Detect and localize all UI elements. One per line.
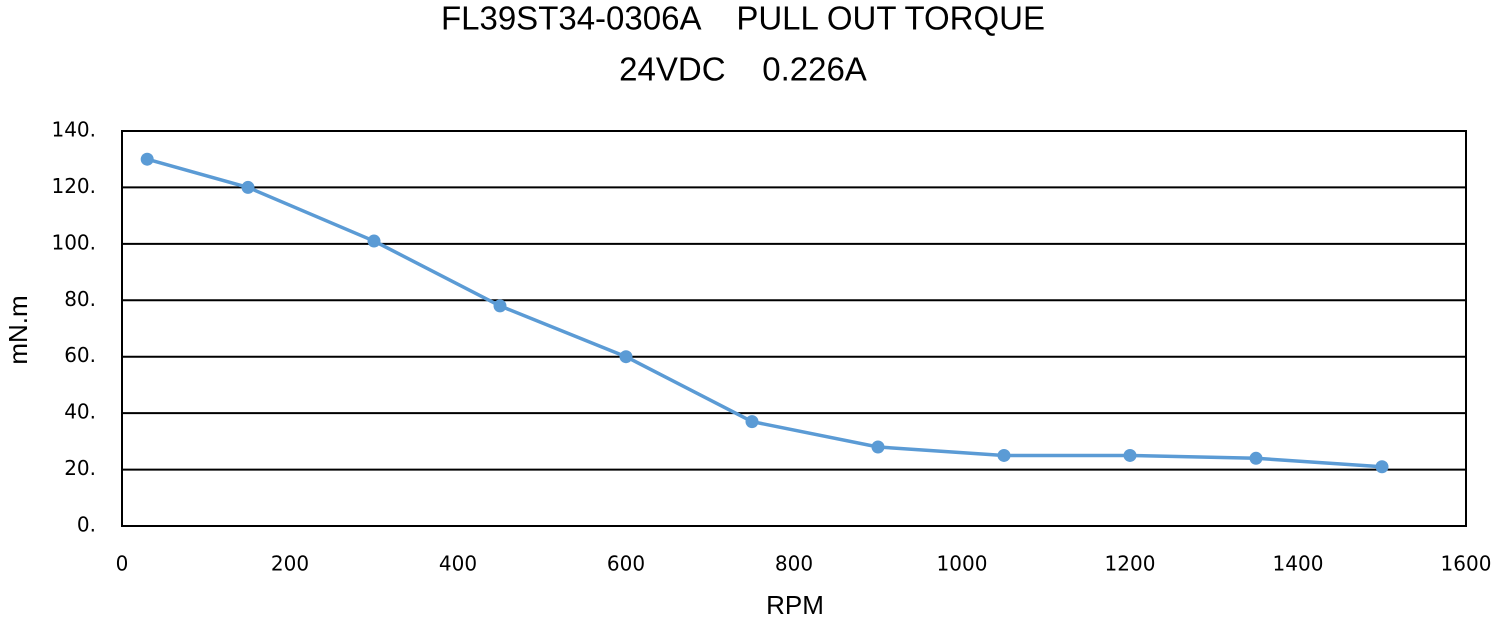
x-tick-label: 1200: [1105, 552, 1156, 576]
data-point: [367, 234, 381, 248]
data-point: [241, 180, 255, 194]
data-point: [619, 350, 633, 364]
chart-title: FL39ST34-0306A PULL OUT TORQUE: [441, 0, 1045, 37]
x-tick-label: 1000: [937, 552, 988, 576]
data-point: [997, 448, 1011, 462]
y-tick-label: 140.: [51, 118, 96, 142]
x-tick-label: 600: [607, 552, 645, 576]
data-line: [146, 157, 1383, 469]
x-tick-label: 200: [271, 552, 309, 576]
y-tick-label: 40.: [64, 400, 96, 424]
y-tick-label: 100.: [51, 230, 96, 254]
x-tick-label: 800: [775, 552, 813, 576]
y-tick-label: 20.: [64, 456, 96, 480]
x-axis-label: RPM: [766, 590, 824, 620]
x-tick-label: 1600: [1441, 552, 1492, 576]
data-point: [1123, 448, 1137, 462]
data-point: [493, 299, 507, 313]
chart-subtitle: 24VDC 0.226A: [619, 51, 867, 88]
y-tick-label: 60.: [64, 343, 96, 367]
x-tick-label: 1400: [1273, 552, 1324, 576]
data-point: [140, 152, 154, 166]
data-point: [871, 440, 885, 454]
y-tick-label: 120.: [51, 174, 96, 198]
x-tick-label: 0: [116, 552, 129, 576]
y-tick-label: 80.: [64, 287, 96, 311]
plot-frame: [121, 130, 1467, 527]
y-axis-label: mN.m: [3, 295, 33, 364]
data-point: [745, 415, 759, 429]
x-tick-label: 400: [439, 552, 477, 576]
data-point: [1249, 451, 1263, 465]
data-point: [1375, 460, 1389, 474]
y-tick-label: 0.: [77, 513, 96, 537]
